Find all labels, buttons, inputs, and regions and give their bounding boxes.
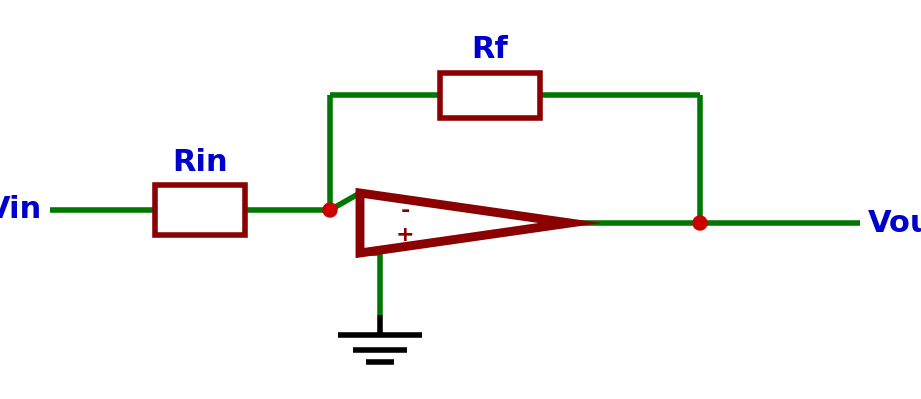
Text: Rf: Rf — [472, 36, 508, 65]
Circle shape — [323, 203, 337, 217]
Circle shape — [693, 216, 707, 230]
Text: Rin: Rin — [172, 148, 227, 177]
Text: +: + — [396, 225, 414, 245]
Polygon shape — [360, 193, 570, 253]
Text: Vout: Vout — [868, 209, 921, 237]
Text: Vin: Vin — [0, 196, 42, 225]
Bar — [440, 73, 540, 117]
Text: -: - — [401, 201, 410, 221]
Bar — [155, 185, 245, 235]
